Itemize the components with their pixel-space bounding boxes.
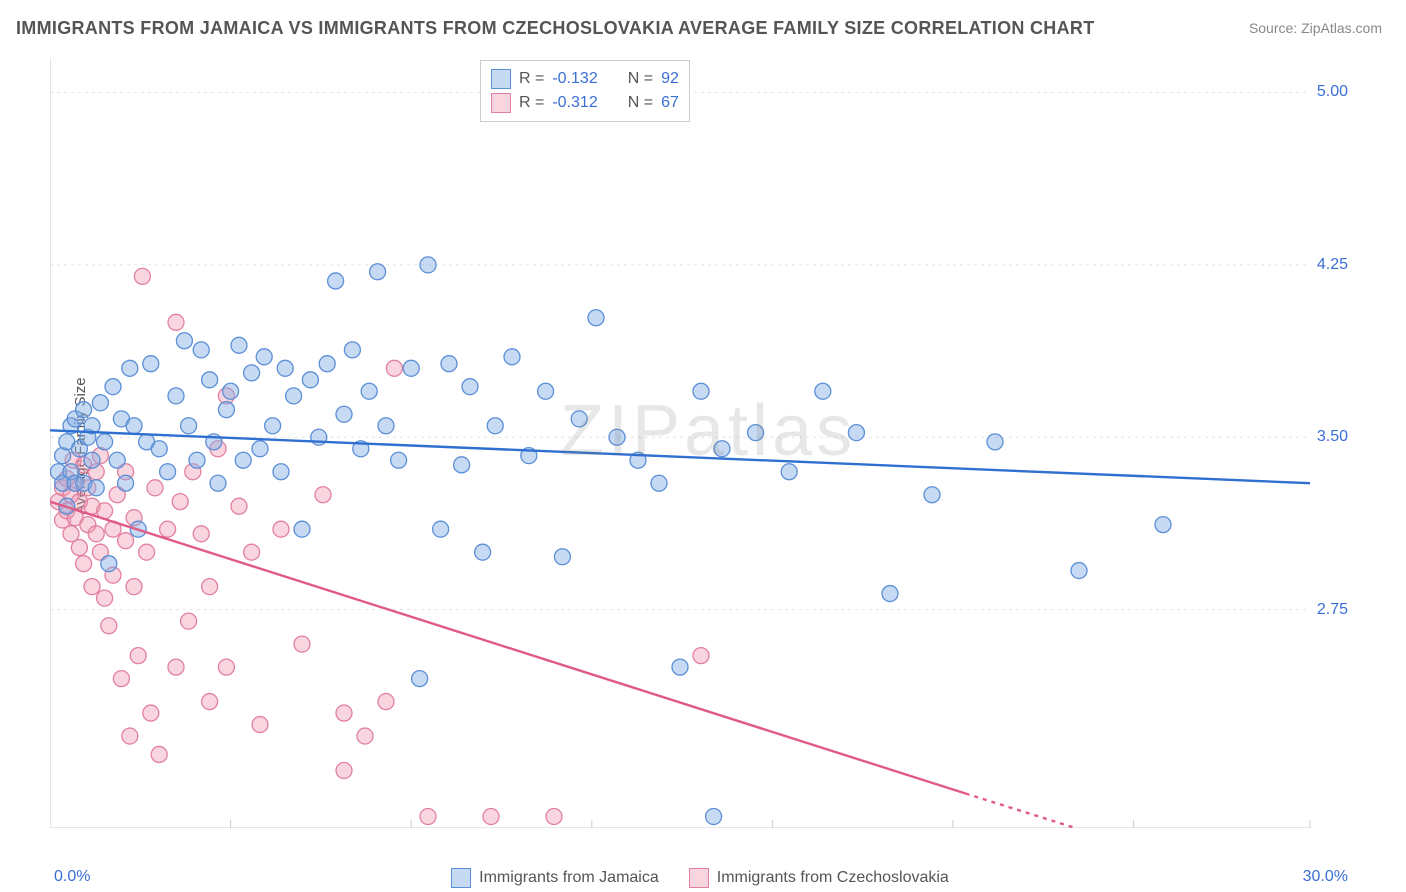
- y-tick-label: 4.25: [1317, 256, 1348, 274]
- chart-title: IMMIGRANTS FROM JAMAICA VS IMMIGRANTS FR…: [16, 18, 1095, 39]
- legend-label: Immigrants from Jamaica: [479, 869, 659, 887]
- source-attribution: Source: ZipAtlas.com: [1249, 20, 1382, 36]
- y-tick-label: 5.00: [1317, 83, 1348, 101]
- swatch-icon: [689, 868, 709, 888]
- legend-label: Immigrants from Czechoslovakia: [717, 869, 949, 887]
- legend-item-jamaica: Immigrants from Jamaica: [451, 868, 659, 888]
- legend-bottom: Immigrants from Jamaica Immigrants from …: [50, 868, 1350, 888]
- y-tick-label: 3.50: [1317, 428, 1348, 446]
- y-tick-label: 2.75: [1317, 601, 1348, 619]
- legend-item-czech: Immigrants from Czechoslovakia: [689, 868, 949, 888]
- swatch-icon: [451, 868, 471, 888]
- legend-stats-box: R = -0.132N = 92R = -0.312N = 67: [480, 60, 690, 122]
- scatter-plot: [50, 58, 1350, 828]
